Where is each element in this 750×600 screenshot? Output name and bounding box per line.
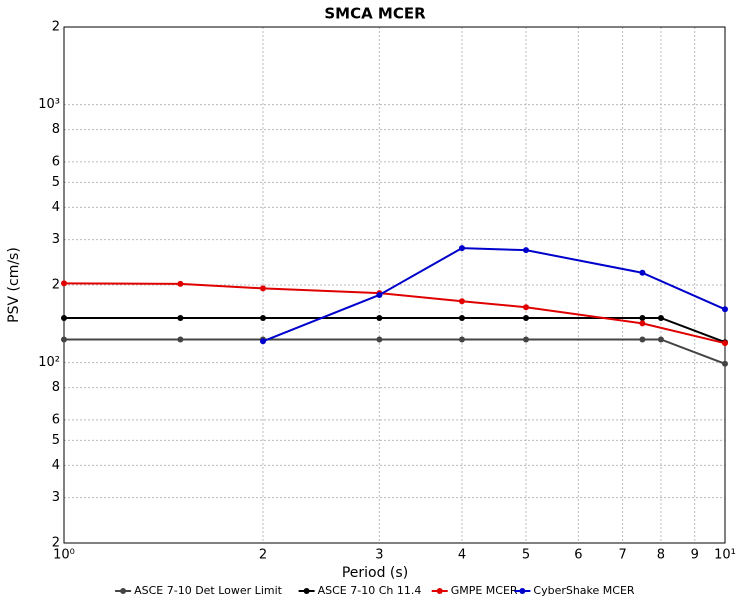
data-point bbox=[722, 306, 728, 313]
legend-label: ASCE 7-10 Ch 11.4 bbox=[318, 584, 422, 597]
legend-label: CyberShake MCER bbox=[533, 584, 635, 597]
data-point bbox=[657, 314, 664, 321]
legend-swatch bbox=[519, 588, 526, 594]
data-point bbox=[523, 304, 530, 311]
data-point bbox=[259, 285, 266, 292]
legend-label: GMPE MCER bbox=[451, 584, 518, 597]
x-tick-label: 6 bbox=[574, 548, 582, 563]
legend-label: ASCE 7-10 Det Lower Limit bbox=[134, 584, 283, 597]
y-tick-label: 6 bbox=[52, 412, 60, 427]
data-point bbox=[639, 320, 646, 327]
data-point bbox=[722, 340, 728, 347]
series-line bbox=[64, 338, 726, 365]
data-point bbox=[61, 314, 67, 321]
data-point bbox=[177, 280, 184, 287]
x-tick-label: 2 bbox=[259, 548, 267, 563]
data-point bbox=[61, 280, 67, 287]
data-point bbox=[523, 247, 530, 254]
x-axis-label: Period (s) bbox=[342, 565, 408, 581]
y-tick-label: 3 bbox=[52, 490, 60, 505]
y-tick-label: 4 bbox=[52, 200, 60, 215]
y-tick-label: 10² bbox=[38, 355, 60, 370]
y-tick-label: 8 bbox=[52, 380, 60, 395]
x-tick-label: 7 bbox=[618, 548, 626, 563]
chart-title: SMCA MCER bbox=[324, 5, 426, 23]
data-point bbox=[639, 269, 646, 276]
x-tick-label: 9 bbox=[691, 548, 699, 563]
series-line bbox=[262, 247, 726, 343]
data-point bbox=[458, 245, 465, 252]
y-tick-label: 5 bbox=[52, 175, 60, 190]
y-axis-label: PSV (cm/s) bbox=[6, 247, 22, 323]
y-tick-label: 2 bbox=[52, 278, 60, 293]
series-line bbox=[63, 282, 726, 345]
x-tick-label: 4 bbox=[458, 548, 466, 563]
data-point bbox=[722, 360, 728, 367]
y-tick-label: 8 bbox=[52, 122, 60, 137]
data-point bbox=[61, 336, 67, 343]
data-point bbox=[177, 314, 184, 321]
data-point bbox=[177, 336, 184, 343]
data-point bbox=[376, 314, 383, 321]
y-tick-label: 3 bbox=[52, 232, 60, 247]
legend-swatch bbox=[303, 588, 310, 594]
x-tick-label: 10¹ bbox=[714, 548, 736, 563]
data-point bbox=[639, 314, 646, 321]
x-tick-label: 5 bbox=[522, 548, 530, 563]
data-point bbox=[376, 291, 383, 298]
x-tick-label: 10⁰ bbox=[53, 548, 75, 563]
y-tick-label: 10³ bbox=[38, 97, 60, 112]
y-tick-label: 6 bbox=[52, 154, 60, 169]
data-point bbox=[657, 336, 664, 343]
y-tick-label: 2 bbox=[52, 20, 60, 35]
data-point bbox=[376, 336, 383, 343]
y-tick-label: 4 bbox=[52, 458, 60, 473]
y-tick-label: 5 bbox=[52, 433, 60, 448]
legend-swatch bbox=[436, 588, 443, 594]
data-point bbox=[259, 338, 266, 345]
data-point bbox=[458, 336, 465, 343]
data-point bbox=[639, 336, 646, 343]
y-tick-label: 2 bbox=[52, 536, 60, 551]
data-point bbox=[458, 298, 465, 305]
data-point bbox=[523, 336, 530, 343]
x-tick-label: 3 bbox=[375, 548, 383, 563]
data-point bbox=[259, 314, 266, 321]
data-point bbox=[458, 314, 465, 321]
legend-swatch bbox=[120, 588, 127, 594]
x-tick-label: 8 bbox=[657, 548, 665, 563]
data-point bbox=[523, 314, 530, 321]
